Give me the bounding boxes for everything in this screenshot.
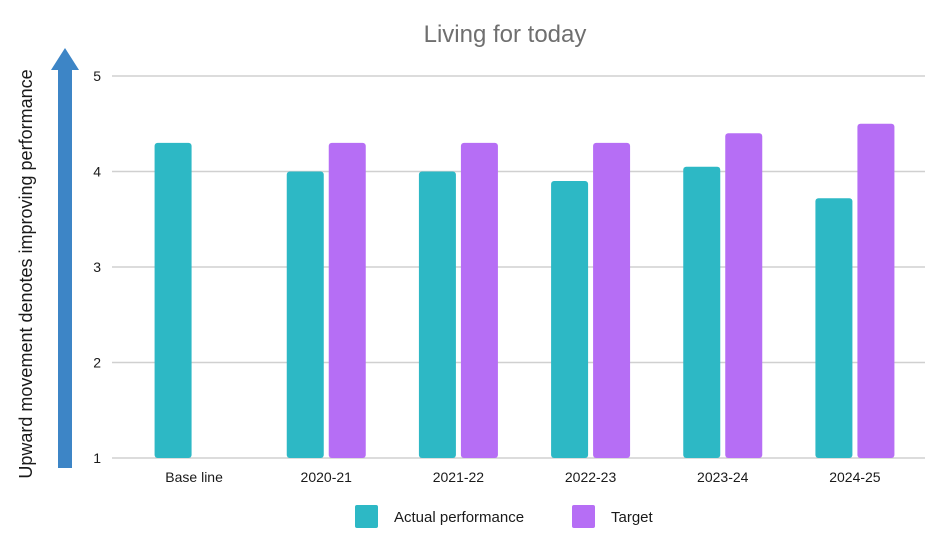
bar-target	[593, 142, 631, 458]
legend-swatch	[572, 505, 595, 528]
arrow-head	[51, 48, 79, 70]
legend-label: Target	[611, 509, 654, 526]
bar-target	[725, 133, 763, 459]
bar-actual	[815, 198, 853, 459]
bar-actual	[154, 142, 192, 458]
x-tick-label: 2024-25	[829, 469, 881, 485]
bar-actual	[418, 171, 456, 458]
chart-title: Living for today	[424, 21, 587, 48]
y-tick-label: 5	[93, 68, 101, 84]
bar-actual	[683, 166, 721, 458]
gridlines	[112, 75, 925, 459]
y-tick-label: 2	[93, 355, 101, 371]
bar-target	[857, 123, 895, 458]
x-tick-labels: Base line 2020-21 2021-22 2022-23 2023-24 202…	[165, 469, 881, 485]
up-arrow-icon	[51, 48, 79, 468]
x-tick-label: 2023-24	[697, 469, 749, 485]
legend: Actual performance Target	[355, 505, 654, 528]
arrow-shaft	[58, 68, 72, 468]
y-axis-label: Upward movement denotes improving perfor…	[16, 69, 36, 478]
y-tick-label: 3	[93, 259, 101, 275]
bar-actual	[551, 181, 589, 459]
y-tick-label: 4	[93, 164, 101, 180]
bars	[154, 123, 895, 459]
bar-actual	[286, 171, 324, 458]
x-tick-label: 2021-22	[433, 469, 485, 485]
y-tick-labels: 1 2 3 4 5	[93, 68, 101, 466]
bar-target	[328, 142, 366, 458]
x-tick-label: 2022-23	[565, 469, 617, 485]
legend-label: Actual performance	[394, 509, 524, 526]
x-tick-label: Base line	[165, 469, 223, 485]
x-tick-label: 2020-21	[301, 469, 353, 485]
y-tick-label: 1	[93, 450, 101, 466]
bar-target	[460, 142, 498, 458]
legend-swatch	[355, 505, 378, 528]
